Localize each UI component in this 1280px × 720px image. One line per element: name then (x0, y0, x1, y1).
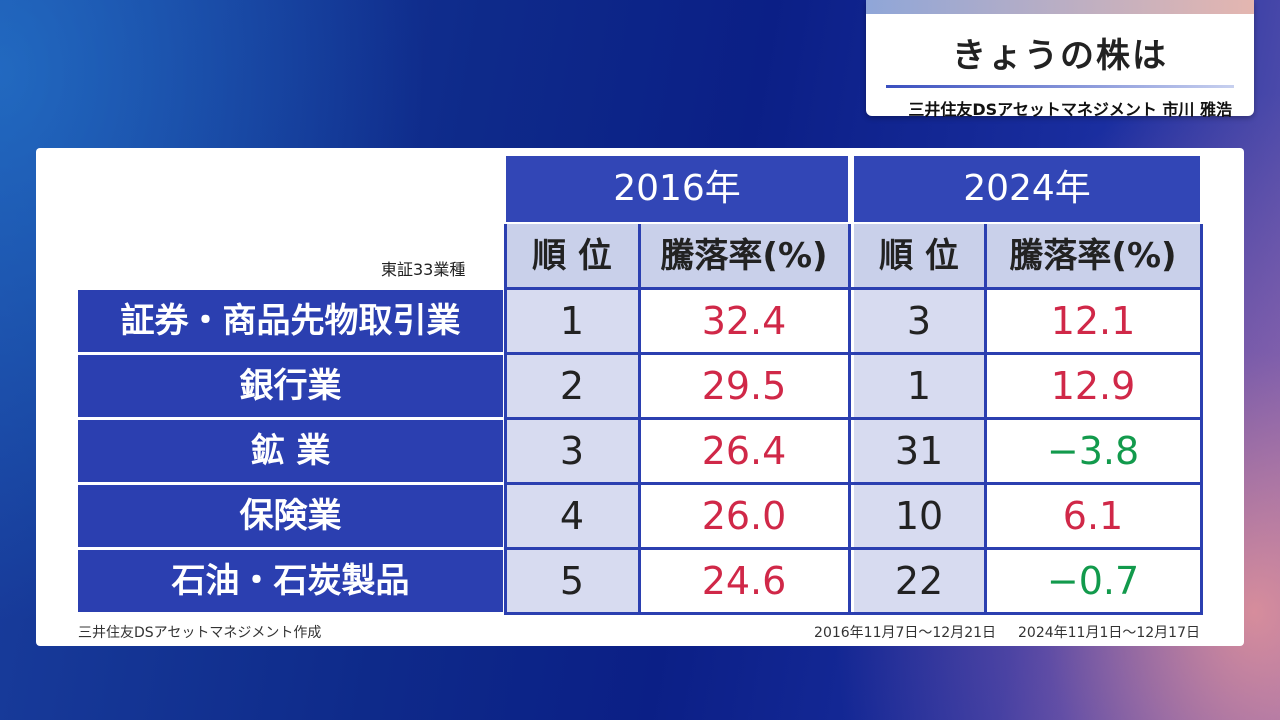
presenter-name: 三井住友DSアセットマネジメント 市川 雅浩 (908, 100, 1232, 119)
change-2024-cell: 12.9 (986, 355, 1200, 417)
rank-2024-cell: 1 (854, 355, 984, 417)
grid-line (1200, 224, 1203, 615)
industry-caption: 東証33業種 (381, 260, 466, 279)
grid-line (506, 482, 1200, 485)
change-2016-cell: 29.5 (640, 355, 848, 417)
grid-line (504, 224, 507, 615)
rank-2016-cell: 5 (506, 550, 638, 612)
column-header-change-2016: 騰落率(%) (640, 224, 848, 288)
grid-line (506, 287, 1200, 290)
period-2016: 2016年11月7日～12月21日 (814, 625, 997, 641)
change-2024-cell: −3.8 (986, 420, 1200, 482)
grid-line (848, 224, 851, 615)
change-2016-cell: 26.0 (640, 485, 848, 547)
change-2016-cell: 26.4 (640, 420, 848, 482)
industry-label: 保険業 (78, 485, 503, 547)
rank-2024-cell: 22 (854, 550, 984, 612)
rank-2024-cell: 3 (854, 290, 984, 352)
rank-2024-cell: 31 (854, 420, 984, 482)
rank-2016-cell: 4 (506, 485, 638, 547)
grid-line (506, 612, 1200, 615)
source-note: 三井住友DSアセットマネジメント作成 (78, 625, 322, 641)
grid-line (506, 547, 1200, 550)
rank-2016-cell: 1 (506, 290, 638, 352)
change-2024-cell: −0.7 (986, 550, 1200, 612)
grid-line (984, 224, 987, 615)
period-2024: 2024年11月1日～12月17日 (1018, 625, 1200, 641)
data-table-panel: 2016年 2024年 順 位 騰落率(%) 順 位 騰落率(%) 東証33業種… (36, 148, 1244, 646)
title-card-accent-bar (866, 0, 1254, 14)
industry-label: 銀行業 (78, 355, 503, 417)
change-2024-cell: 6.1 (986, 485, 1200, 547)
title-divider (886, 85, 1234, 88)
change-2016-cell: 24.6 (640, 550, 848, 612)
change-2016-cell: 32.4 (640, 290, 848, 352)
grid-line (506, 417, 1200, 420)
period-note: 2016年11月7日～12月21日 2024年11月1日～12月17日 (792, 622, 1200, 642)
rank-2024-cell: 10 (854, 485, 984, 547)
rank-2016-cell: 3 (506, 420, 638, 482)
page-title: きょうの株は (952, 36, 1168, 76)
industry-label: 鉱 業 (78, 420, 503, 482)
year-header-2016: 2016年 (506, 156, 848, 222)
column-header-rank-2024: 順 位 (854, 224, 984, 288)
rank-2016-cell: 2 (506, 355, 638, 417)
change-2024-cell: 12.1 (986, 290, 1200, 352)
year-header-2024: 2024年 (854, 156, 1200, 222)
grid-line (506, 352, 1200, 355)
industry-label: 証券・商品先物取引業 (78, 290, 503, 352)
title-card: きょうの株は 三井住友DSアセットマネジメント 市川 雅浩 (866, 0, 1254, 119)
column-header-rank-2016: 順 位 (506, 224, 638, 288)
grid-line (638, 224, 641, 615)
industry-label: 石油・石炭製品 (78, 550, 503, 612)
column-header-change-2024: 騰落率(%) (986, 224, 1200, 288)
